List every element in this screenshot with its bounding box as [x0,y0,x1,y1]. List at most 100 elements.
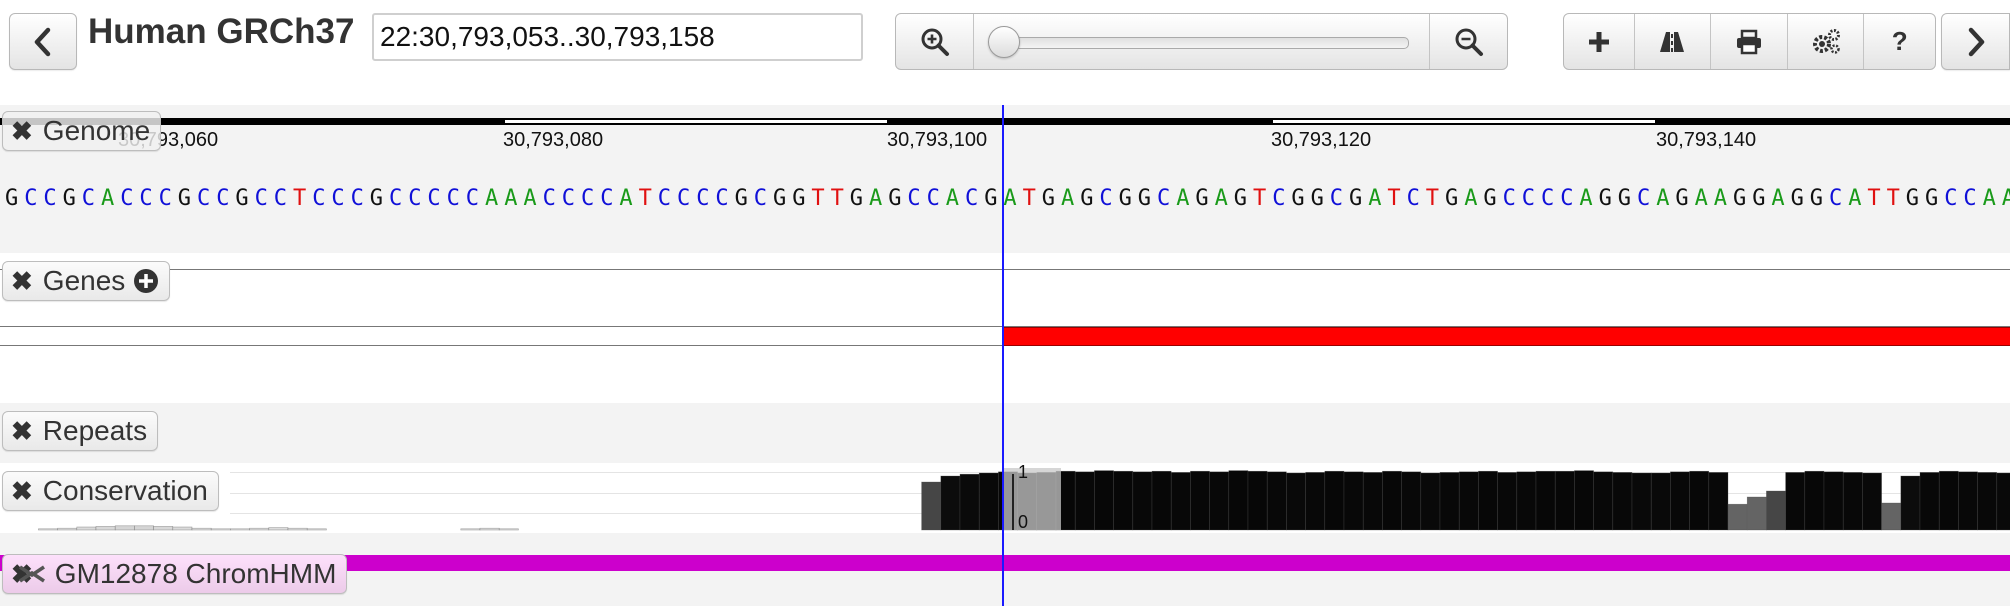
position-cursor-line [1002,105,1004,606]
conservation-bar [499,529,518,530]
conservation-bar [1786,472,1805,530]
base-g: G [1618,186,1631,211]
conservation-bar [1075,472,1094,530]
ruler-bar [0,118,2010,125]
conservation-bar [1459,472,1478,530]
base-c: C [139,186,152,211]
base-g: G [1906,186,1919,211]
base-a: A [946,186,959,211]
base-c: C [43,186,56,211]
base-c: C [907,186,920,211]
track-label-chromhmm[interactable]: ✖ GM12878 ChromHMM [2,554,347,594]
base-a: A [2002,186,2010,211]
zoom-in-button[interactable] [896,14,974,69]
conservation-bar [1920,472,1939,530]
base-c: C [1503,186,1516,211]
base-a: A [504,186,517,211]
base-g: G [1080,186,1093,211]
conservation-bar [269,528,288,530]
close-icon[interactable]: ✖ [11,416,33,447]
base-c: C [677,186,690,211]
base-c: C [1157,186,1170,211]
track-label-conservation[interactable]: ✖ Conservation [2,471,219,511]
road-icon [1658,30,1686,54]
base-c: C [696,186,709,211]
base-g: G [1733,186,1746,211]
settings-button[interactable] [1788,14,1865,69]
track-label-genome[interactable]: ✖ Genome [2,111,161,151]
conservation-bar [1882,503,1901,530]
conservation-bar [1382,471,1401,530]
conservation-bar [1958,472,1977,530]
base-c: C [1944,186,1957,211]
ruler-tick-label: 30,793,080 [503,129,603,152]
conservation-bar [1267,472,1286,530]
location-input[interactable] [372,13,863,61]
conservation-bar [1229,471,1248,530]
conservation-bar [1594,472,1613,530]
help-button[interactable]: ? [1864,14,1935,69]
base-c: C [1637,186,1650,211]
base-c: C [351,186,364,211]
base-g: G [850,186,863,211]
track-divider [0,269,2010,270]
conservation-bar [960,474,979,530]
base-c: C [1560,186,1573,211]
base-c: C [427,186,440,211]
track-label-repeats[interactable]: ✖ Repeats [2,411,158,451]
back-button[interactable] [9,13,77,70]
base-c: C [255,186,268,211]
add-circle-icon[interactable] [133,268,159,294]
forward-button[interactable] [1941,13,2010,70]
track-label-text: Repeats [43,415,147,447]
conservation-bar [1325,471,1344,530]
base-c: C [466,186,479,211]
base-a: A [869,186,882,211]
close-icon[interactable]: ✖ [11,116,33,147]
base-c: C [543,186,556,211]
base-t: T [293,186,306,211]
track-label-text: Genome [43,115,150,147]
track-divider [0,345,1004,346]
base-c: C [1829,186,1842,211]
conservation-bar [1478,471,1497,530]
conservation-bar [1862,473,1881,530]
conservation-bar [1843,472,1862,530]
base-a: A [485,186,498,211]
zoom-out-button[interactable] [1430,14,1507,69]
conservation-bar [1978,472,1997,530]
conservation-bar [173,527,192,530]
gene-feature[interactable] [1004,327,2010,346]
base-g: G [1752,186,1765,211]
conservation-bar [1190,471,1209,530]
zoom-slider-track [994,37,1409,49]
print-icon [1735,29,1763,55]
track-label-genes[interactable]: ✖ Genes [2,261,170,301]
base-a: A [1983,186,1996,211]
add-track-button[interactable] [1564,14,1635,69]
base-c: C [1099,186,1112,211]
navigate-button[interactable] [1635,14,1712,69]
base-g: G [1042,186,1055,211]
base-g: G [1445,186,1458,211]
print-button[interactable] [1711,14,1788,69]
base-c: C [562,186,575,211]
base-g: G [5,186,18,211]
conservation-bar [1363,472,1382,530]
base-g: G [1349,186,1362,211]
base-c: C [1541,186,1554,211]
base-t: T [831,186,844,211]
conservation-scale-min: 0 [1018,512,1028,533]
close-icon[interactable]: ✖ [11,266,33,297]
conservation-bar [1901,476,1920,530]
zoom-slider[interactable] [974,14,1430,69]
track-label-text: Conservation [43,475,208,507]
base-a: A [1061,186,1074,211]
expand-icon[interactable] [17,559,47,589]
base-c: C [658,186,671,211]
zoom-slider-handle[interactable] [988,26,1020,58]
conservation-bar [979,473,998,530]
base-g: G [1791,186,1804,211]
close-icon[interactable]: ✖ [11,476,33,507]
